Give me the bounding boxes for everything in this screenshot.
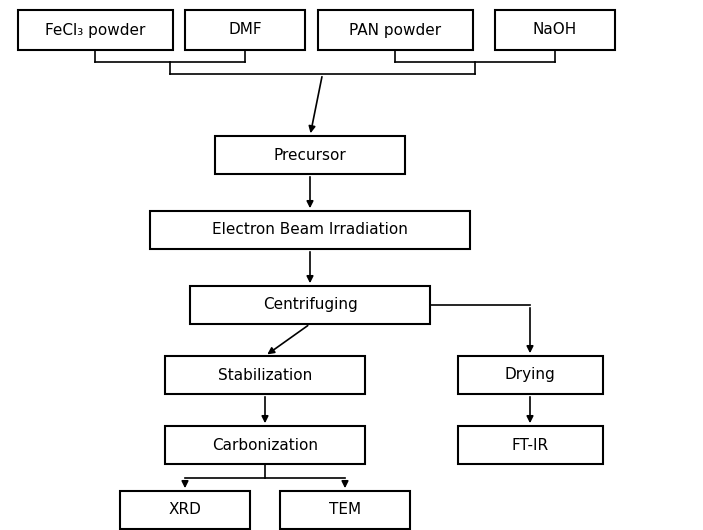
- Text: FT-IR: FT-IR: [512, 437, 548, 453]
- Bar: [185, 10, 305, 50]
- Text: Carbonization: Carbonization: [212, 437, 318, 453]
- Bar: [318, 10, 472, 50]
- Bar: [458, 356, 602, 394]
- Text: FeCl₃ powder: FeCl₃ powder: [45, 22, 146, 38]
- Text: Precursor: Precursor: [273, 147, 347, 163]
- Bar: [165, 356, 365, 394]
- Bar: [495, 10, 615, 50]
- Bar: [165, 426, 365, 464]
- Bar: [458, 426, 602, 464]
- Bar: [215, 136, 405, 174]
- Text: TEM: TEM: [329, 502, 361, 517]
- Text: XRD: XRD: [169, 502, 202, 517]
- Text: Centrifuging: Centrifuging: [263, 297, 357, 313]
- Text: PAN powder: PAN powder: [349, 22, 441, 38]
- Text: Electron Beam Irradiation: Electron Beam Irradiation: [212, 223, 408, 237]
- Text: Stabilization: Stabilization: [218, 367, 312, 383]
- Bar: [150, 211, 470, 249]
- Bar: [190, 286, 430, 324]
- Bar: [18, 10, 172, 50]
- Bar: [280, 491, 410, 529]
- Text: NaOH: NaOH: [533, 22, 577, 38]
- Bar: [120, 491, 250, 529]
- Text: Drying: Drying: [505, 367, 555, 383]
- Text: DMF: DMF: [228, 22, 262, 38]
